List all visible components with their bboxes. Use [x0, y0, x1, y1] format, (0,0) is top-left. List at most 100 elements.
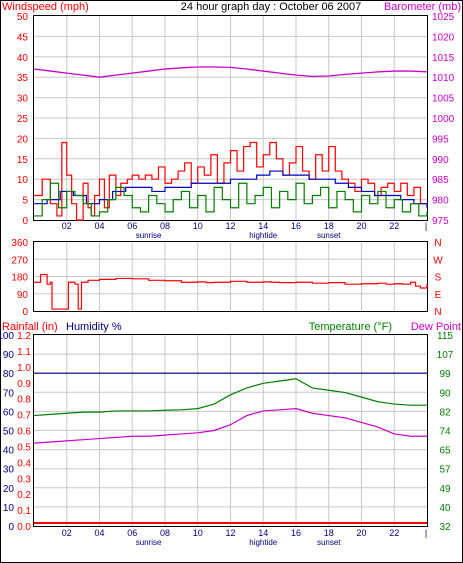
baro-y-tick: 1015 [432, 53, 455, 64]
x-tick-label: 10 [193, 528, 203, 538]
humidity-y-tick: 10 [3, 503, 15, 514]
x-tick-label: 08 [160, 528, 170, 538]
baro-y-tick: 1010 [432, 73, 455, 84]
humidity-y-tick: 50 [3, 427, 15, 438]
series-dew-point [33, 408, 427, 444]
rainfall-y-tick: 0.2 [17, 490, 31, 501]
baro-y-tick: 985 [432, 175, 449, 186]
x-marker-hightide: hightide [249, 538, 278, 547]
x-tick-label: 12 [225, 528, 235, 538]
x-tick-label: 14 [258, 221, 268, 231]
compass-tick: S [435, 273, 442, 284]
series-temperature-f [33, 378, 427, 417]
rainfall-axis-label: Rainfall (in) [2, 321, 58, 333]
x-tick-label: 20 [356, 528, 366, 538]
baro-y-tick: 980 [432, 196, 449, 207]
temperature-y-tick: 32 [439, 522, 451, 533]
x-tick-label: 22 [389, 221, 399, 231]
humidity-y-tick: 60 [3, 407, 15, 418]
temperature-y-tick: 82 [439, 407, 451, 418]
rainfall-y-tick: 1.2 [17, 331, 31, 342]
baro-y-tick: 1025 [432, 12, 455, 23]
x-tick-label: 14 [258, 528, 268, 538]
compass-tick: N [434, 238, 441, 249]
series-barometer-mb [33, 66, 428, 78]
x-marker-sunrise: sunrise [136, 538, 162, 547]
x-tick-label: 16 [291, 221, 301, 231]
direction-y-tick: 270 [11, 255, 28, 266]
chart-title: 24 hour graph day : October 06 2007 [181, 1, 361, 13]
humidity-y-tick: 40 [3, 446, 15, 457]
wind-y-tick: 10 [17, 175, 29, 186]
rainfall-y-tick: 0.1 [17, 506, 31, 517]
series-layer [33, 66, 428, 524]
x-tick-label: 06 [127, 221, 137, 231]
rainfall-y-tick: 0.7 [17, 411, 31, 422]
humidity-y-tick: 100 [0, 331, 14, 342]
wind-y-tick: 40 [17, 53, 29, 64]
rainfall-y-tick: 0.6 [17, 427, 31, 438]
x-tick-label: 02 [62, 528, 72, 538]
compass-tick: N [434, 307, 441, 318]
temperature-y-tick: 65 [439, 446, 451, 457]
direction-y-tick: 360 [11, 238, 28, 249]
x-tick-label: 08 [160, 221, 170, 231]
compass-tick: E [435, 290, 442, 301]
temperature-y-tick: 40 [439, 503, 451, 514]
windspeed-axis-label: Windspeed (mph) [2, 1, 89, 13]
x-tick-label: 10 [193, 221, 203, 231]
humidity-y-tick: 20 [3, 484, 15, 495]
tick-layer: 02 04 06 08 10 12 14 16 18 20 22 | sunrise hightide su… [0, 12, 455, 547]
wind-y-tick: 5 [22, 196, 28, 207]
temperature-y-tick: 115 [437, 331, 453, 342]
temperature-y-tick: 49 [439, 484, 451, 495]
climate-panel-frame [33, 334, 428, 527]
wind-y-tick: 20 [17, 134, 29, 145]
humidity-y-tick: 0 [8, 522, 14, 533]
humidity-y-tick: 90 [3, 350, 15, 361]
x-tick-label: 04 [94, 528, 104, 538]
rainfall-y-tick: 0.5 [17, 442, 31, 453]
baro-y-tick: 1020 [432, 32, 455, 43]
wind-y-tick: 35 [17, 73, 29, 84]
x-tick-label: 18 [324, 221, 334, 231]
x-tick-label: 02 [62, 221, 72, 231]
x-marker-hightide: hightide [249, 231, 278, 240]
series-wind-average [34, 170, 428, 208]
rainfall-y-tick: 0.4 [17, 458, 31, 469]
wind-y-tick: 0 [22, 216, 28, 227]
wind-y-tick: 45 [17, 32, 29, 43]
x-tick-end: | [425, 528, 427, 538]
x-tick-label: 04 [94, 221, 104, 231]
humidity-axis-label: Humidity % [66, 321, 122, 333]
wind-y-tick: 30 [17, 94, 29, 105]
x-tick-label: 12 [225, 221, 235, 231]
baro-y-tick: 975 [432, 216, 449, 227]
x-tick-label: 06 [127, 528, 137, 538]
baro-y-tick: 990 [432, 155, 449, 166]
compass-tick: W [433, 255, 443, 266]
wind-y-tick: 25 [17, 114, 29, 125]
wind-panel-frame [33, 15, 428, 221]
barometer-axis-label: Barometer (mb) [384, 1, 461, 13]
humidity-y-tick: 30 [3, 465, 15, 476]
temperature-y-tick: 90 [439, 388, 451, 399]
x-tick-label: 18 [324, 528, 334, 538]
temperature-y-tick: 74 [439, 427, 451, 438]
x-tick-label: 20 [356, 221, 366, 231]
humidity-y-tick: 80 [3, 369, 15, 380]
temperature-axis-label: Temperature (°F) [309, 321, 392, 333]
series-wind-direction [34, 273, 428, 310]
baro-y-tick: 1000 [432, 114, 455, 125]
rainfall-y-tick: 0.3 [17, 474, 31, 485]
rainfall-y-tick: 0.9 [17, 379, 31, 390]
rainfall-y-tick: 0.0 [17, 522, 31, 533]
x-marker-sunrise: sunrise [136, 231, 162, 240]
temperature-y-tick: 107 [437, 350, 454, 361]
direction-y-tick: 180 [11, 273, 28, 284]
rainfall-y-tick: 0.8 [17, 395, 31, 406]
rainfall-y-tick: 1.0 [17, 363, 31, 374]
direction-y-tick: 90 [17, 290, 29, 301]
series-wind-gust-low [34, 182, 428, 217]
